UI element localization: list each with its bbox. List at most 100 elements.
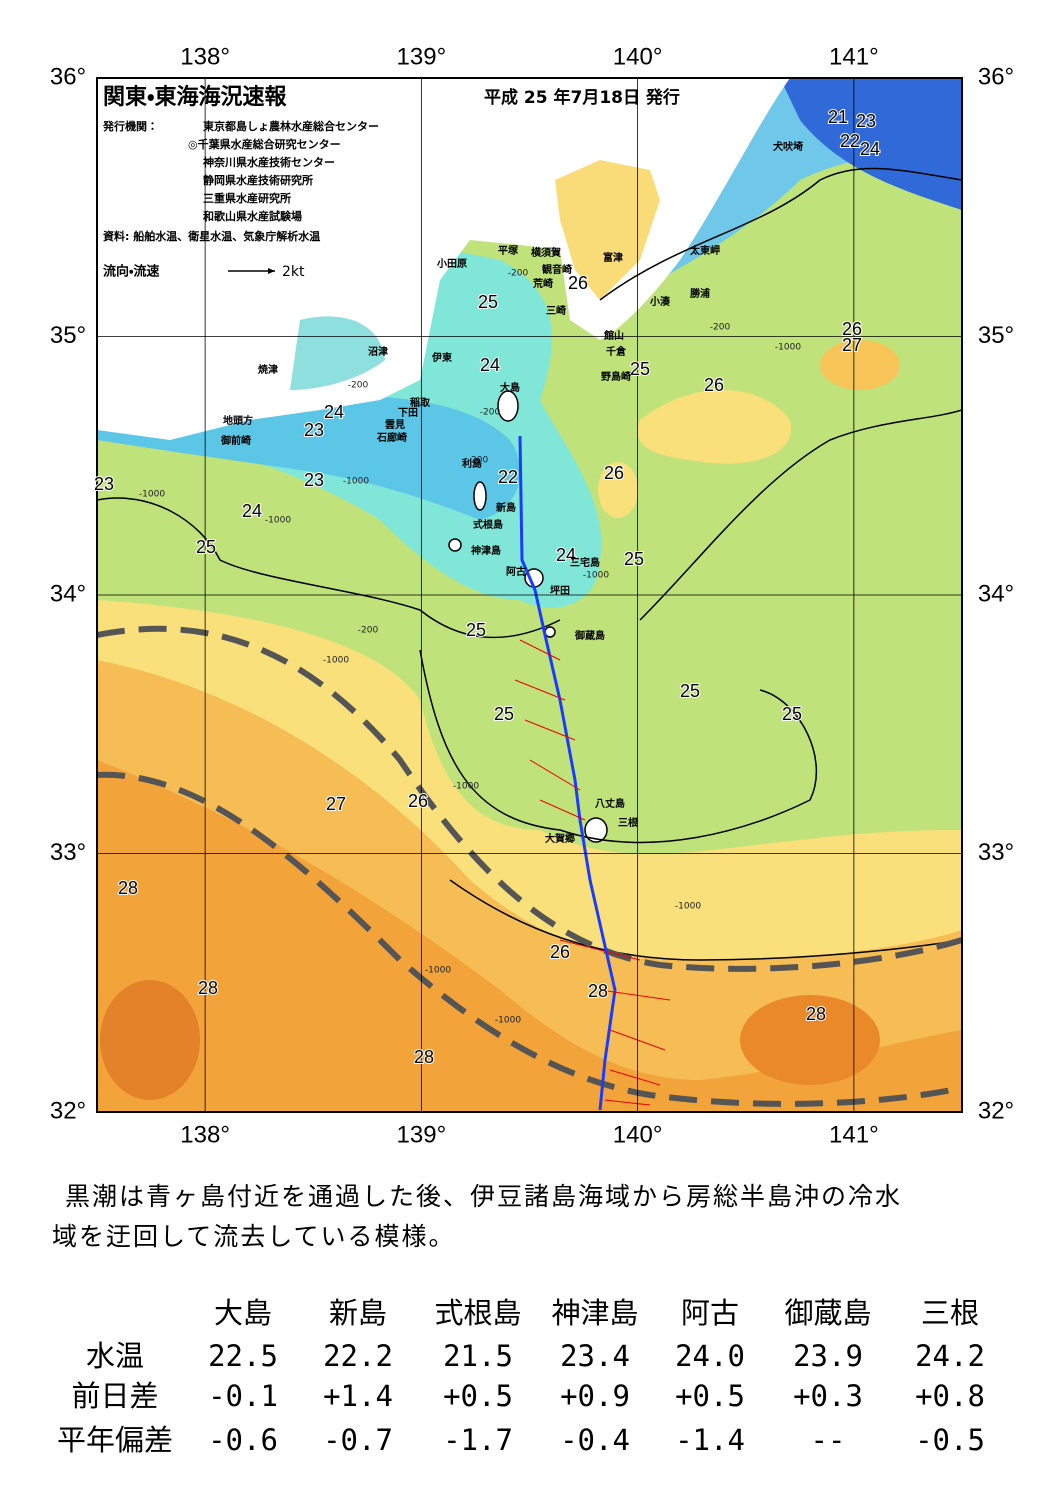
table-cell: 22.2 <box>323 1339 393 1373</box>
table-cell: +0.3 <box>793 1379 863 1413</box>
place-name: 太東岬 <box>689 244 720 257</box>
place-name: 小湊 <box>649 295 671 308</box>
table-cell: -0.6 <box>208 1423 278 1457</box>
table-column-header: 阿古 <box>681 1296 739 1330</box>
depth-label: -1000 <box>343 477 369 487</box>
place-name: 八丈島 <box>595 797 625 810</box>
place-name: 荒崎 <box>532 277 553 290</box>
place-name: 地頭方 <box>223 414 253 427</box>
y-tick-label: 36° <box>978 63 1014 90</box>
place-name: 横須賀 <box>531 246 561 259</box>
place-name: 三根 <box>618 816 639 829</box>
contour-label: 25 <box>680 681 700 701</box>
contour-label: 26 <box>568 273 588 293</box>
x-tick-label: 138° <box>180 1121 230 1148</box>
contour-label: 28 <box>414 1047 434 1067</box>
contour-label: 27 <box>326 794 346 814</box>
depth-label: -1000 <box>323 656 349 666</box>
summary-line: 域を迂回して流去している模様。 <box>52 1222 456 1251</box>
place-name: 坪田 <box>550 584 570 597</box>
contour-label: 25 <box>630 359 650 379</box>
contour-label: 26 <box>408 791 428 811</box>
depth-label: -1000 <box>583 571 609 581</box>
table-cell: 23.9 <box>793 1339 863 1373</box>
x-tick-label: 140° <box>613 1121 663 1148</box>
table-column-header: 三根 <box>921 1296 979 1330</box>
map-frame <box>96 77 963 1113</box>
y-tick-label: 32° <box>50 1097 86 1124</box>
contour-label: 26 <box>842 319 862 339</box>
contour-label: 27 <box>842 335 862 355</box>
contour-label: 23 <box>304 470 324 490</box>
contour-label: 28 <box>118 878 138 898</box>
place-name: 千倉 <box>606 345 627 358</box>
place-name: 御蔵島 <box>574 629 605 642</box>
x-tick-label: 138° <box>180 43 230 70</box>
table-cell: -0.5 <box>915 1423 985 1457</box>
contour-label: 25 <box>466 620 486 640</box>
table-cell: -0.4 <box>560 1423 630 1457</box>
x-tick-label: 140° <box>613 43 663 70</box>
contour-label: 25 <box>196 537 216 557</box>
depth-label: -1000 <box>775 343 801 353</box>
y-tick-label: 33° <box>50 839 86 866</box>
place-name: 阿古 <box>506 565 526 578</box>
issue-date: 平成 25 年7月18日 発行 <box>484 87 680 108</box>
place-name: 富津 <box>603 251 623 264</box>
table-cell: +0.8 <box>915 1379 985 1413</box>
legend-scale: 2kt <box>282 264 305 280</box>
place-name: 大島 <box>500 381 520 394</box>
table-cell: -- <box>811 1423 846 1457</box>
place-name: 新島 <box>495 501 516 514</box>
contour-label: 25 <box>494 704 514 724</box>
contour-label: 25 <box>624 549 644 569</box>
issuer: ◎千葉県水産総合研究センター <box>188 137 341 151</box>
depth-label: -1000 <box>453 782 479 792</box>
y-tick-label: 35° <box>978 322 1014 349</box>
depth-label: -1000 <box>675 902 701 912</box>
contour-label: 24 <box>556 545 576 565</box>
place-name: 焼津 <box>258 363 278 376</box>
table-row-label: 水温 <box>86 1339 144 1373</box>
table-row-label: 平年偏差 <box>57 1423 173 1457</box>
place-name: 雲見 <box>385 419 405 431</box>
issuer: 東京都島しょ農林水産総合センター <box>203 119 379 133</box>
table-cell: 22.5 <box>208 1339 278 1373</box>
depth-label: -200 <box>468 456 489 466</box>
map-title: 関東・東海海況速報 <box>103 84 287 110</box>
y-tick-label: 33° <box>978 839 1014 866</box>
table-column-header: 御蔵島 <box>784 1296 871 1330</box>
table-column-header: 大島 <box>214 1296 272 1330</box>
table-cell: -0.1 <box>208 1379 278 1413</box>
table-cell: 24.2 <box>915 1339 985 1373</box>
place-name: 神津島 <box>470 544 501 557</box>
sst-map <box>97 78 962 1112</box>
contour-label: 23 <box>856 111 876 131</box>
y-tick-label: 36° <box>50 63 86 90</box>
depth-label: -1000 <box>139 490 165 500</box>
place-name: 館山 <box>603 329 624 342</box>
place-name: 石廊崎 <box>376 431 407 444</box>
y-tick-label: 32° <box>978 1097 1014 1124</box>
contour-label: 23 <box>94 474 114 494</box>
place-name: 平塚 <box>498 244 519 257</box>
table-cell: 24.0 <box>675 1339 745 1373</box>
issuer: 和歌山県水産試験場 <box>203 209 302 223</box>
table-column-header: 神津島 <box>551 1296 638 1330</box>
place-name: 勝浦 <box>690 287 710 300</box>
contour-label: 26 <box>704 375 724 395</box>
legend-arrowhead <box>268 268 275 274</box>
contour-label: 25 <box>478 292 498 312</box>
x-tick-label: 139° <box>397 1121 447 1148</box>
table-cell: 23.4 <box>560 1339 630 1373</box>
x-tick-label: 141° <box>829 43 879 70</box>
legend-label: 流向・流速 <box>103 264 159 280</box>
issuer: 静岡県水産技術研究所 <box>203 173 313 187</box>
place-name: 下田 <box>398 407 418 419</box>
table-cell: 21.5 <box>443 1339 513 1373</box>
place-name: 沼津 <box>368 345 388 358</box>
depth-label: -1000 <box>265 516 291 526</box>
contour-label: 28 <box>588 981 608 1001</box>
contour-label: 26 <box>604 463 624 483</box>
